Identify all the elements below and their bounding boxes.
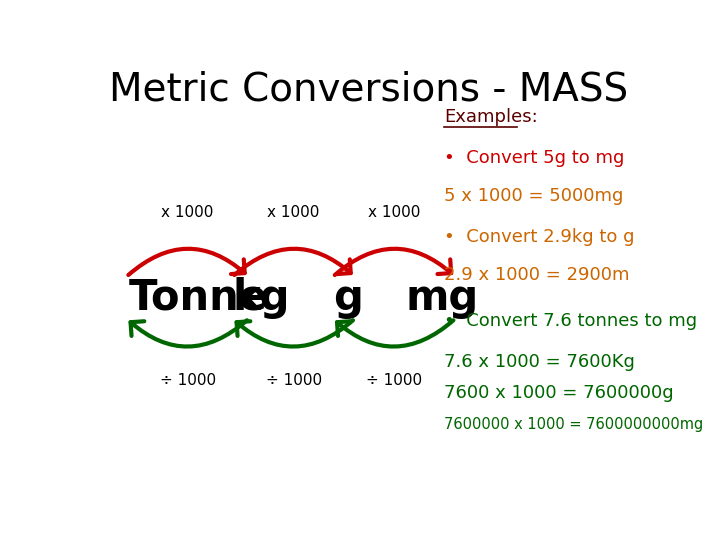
Text: x 1000: x 1000 — [368, 205, 420, 220]
Text: x 1000: x 1000 — [161, 205, 214, 220]
Text: 7600000 x 1000 = 7600000000mg: 7600000 x 1000 = 7600000000mg — [444, 417, 703, 432]
Text: ÷ 1000: ÷ 1000 — [160, 373, 216, 388]
Text: ÷ 1000: ÷ 1000 — [366, 373, 422, 388]
Text: •  Convert 7.6 tonnes to mg: • Convert 7.6 tonnes to mg — [444, 312, 698, 329]
Text: 5 x 1000 = 5000mg: 5 x 1000 = 5000mg — [444, 187, 624, 205]
Text: •  Convert 2.9kg to g: • Convert 2.9kg to g — [444, 228, 635, 246]
Text: 2.9 x 1000 = 2900m: 2.9 x 1000 = 2900m — [444, 266, 630, 284]
Text: •  Convert 5g to mg: • Convert 5g to mg — [444, 150, 625, 167]
FancyArrowPatch shape — [130, 320, 247, 347]
FancyArrowPatch shape — [237, 320, 353, 347]
Text: Examples:: Examples: — [444, 108, 538, 126]
Text: kg: kg — [233, 276, 289, 319]
Text: 7.6 x 1000 = 7600Kg: 7.6 x 1000 = 7600Kg — [444, 353, 635, 371]
FancyArrowPatch shape — [128, 249, 245, 275]
Text: g: g — [333, 276, 363, 319]
Text: ÷ 1000: ÷ 1000 — [266, 373, 322, 388]
FancyArrowPatch shape — [335, 249, 451, 275]
Text: 7600 x 1000 = 7600000g: 7600 x 1000 = 7600000g — [444, 384, 674, 402]
Text: Tonne: Tonne — [129, 276, 268, 319]
Text: mg: mg — [405, 276, 479, 319]
FancyArrowPatch shape — [235, 249, 351, 275]
FancyArrowPatch shape — [337, 320, 454, 347]
Text: Metric Conversions - MASS: Metric Conversions - MASS — [109, 71, 629, 109]
Text: x 1000: x 1000 — [268, 205, 320, 220]
